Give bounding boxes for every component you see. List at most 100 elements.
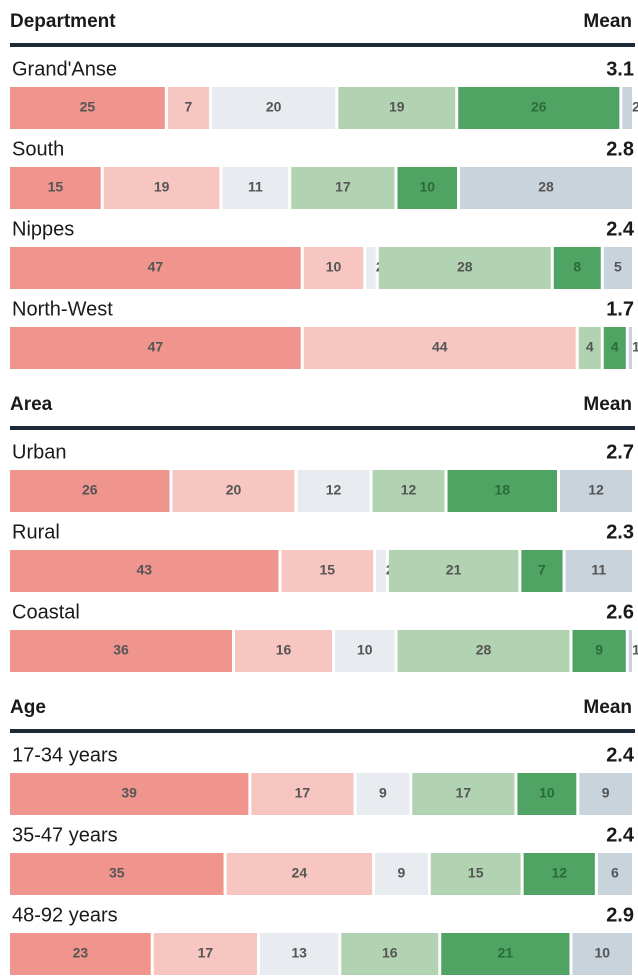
- segment-label: 2: [632, 99, 638, 115]
- bar-segment: [628, 630, 632, 672]
- segment-label: 16: [276, 642, 292, 658]
- bar-segment: [260, 933, 339, 975]
- bar-segment: [622, 87, 632, 129]
- section-rule: [10, 426, 635, 430]
- bar-segment: [291, 167, 395, 209]
- row-mean: 2.7: [606, 441, 634, 463]
- segment-label: 35: [109, 865, 125, 881]
- segment-label: 9: [602, 785, 610, 801]
- segment-label: 7: [185, 99, 193, 115]
- row-mean: 2.8: [606, 138, 634, 160]
- bar-segment: [560, 470, 632, 512]
- section-rule: [10, 43, 635, 47]
- bar-segment: [226, 853, 373, 895]
- segment-label: 12: [588, 482, 604, 498]
- bar-segment: [235, 630, 332, 672]
- bar-segment: [297, 470, 370, 512]
- row-label: 48-92 years: [12, 904, 118, 926]
- segment-label: 15: [48, 179, 64, 195]
- segment-label: 9: [379, 785, 387, 801]
- bar-segment: [578, 327, 601, 369]
- row-label: South: [12, 138, 64, 160]
- segment-label: 4: [611, 339, 619, 355]
- bar-segment: [10, 773, 249, 815]
- bar-segment: [10, 853, 224, 895]
- segment-label: 36: [113, 642, 129, 658]
- segment-label: 10: [594, 945, 610, 961]
- segment-label: 17: [335, 179, 351, 195]
- bar-segment: [388, 550, 519, 592]
- segment-label: 28: [476, 642, 492, 658]
- row-label: 35-47 years: [12, 824, 118, 846]
- bar-segment: [167, 87, 210, 129]
- bar-segment: [458, 87, 620, 129]
- bar-segment: [303, 247, 364, 289]
- section-title: Department: [10, 11, 116, 32]
- segment-label: 16: [382, 945, 398, 961]
- segment-label: 5: [614, 259, 622, 275]
- bar-segment: [335, 630, 395, 672]
- bar-segment: [10, 247, 301, 289]
- bar-segment: [153, 933, 257, 975]
- bar-segment: [251, 773, 354, 815]
- row-mean: 3.1: [606, 58, 634, 80]
- bar-segment: [338, 87, 456, 129]
- segment-label: 4: [586, 339, 594, 355]
- row-label: 17-34 years: [12, 744, 118, 766]
- bar-segment: [212, 87, 336, 129]
- bar-segment: [10, 550, 279, 592]
- segment-label: 17: [456, 785, 472, 801]
- row-mean: 2.4: [606, 824, 635, 846]
- bar-segment: [10, 933, 151, 975]
- segment-label: 39: [121, 785, 137, 801]
- segment-label: 1: [632, 339, 638, 355]
- bar-segment: [565, 550, 632, 592]
- bar-segment: [430, 853, 521, 895]
- bar-segment: [10, 470, 170, 512]
- bar-segment: [366, 247, 376, 289]
- segment-label: 47: [148, 259, 164, 275]
- segment-label: 10: [539, 785, 555, 801]
- mean-header: Mean: [583, 11, 632, 32]
- segment-label: 15: [320, 562, 336, 578]
- segment-label: 20: [266, 99, 282, 115]
- bar-segment: [10, 167, 101, 209]
- segment-label: 43: [136, 562, 152, 578]
- segment-label: 20: [226, 482, 242, 498]
- bar-segment: [517, 773, 577, 815]
- segment-label: 23: [73, 945, 89, 961]
- bar-segment: [397, 167, 457, 209]
- segment-label: 9: [398, 865, 406, 881]
- segment-label: 18: [494, 482, 510, 498]
- row-label: Rural: [12, 521, 60, 543]
- bar-segment: [460, 167, 632, 209]
- bar-segment: [441, 933, 570, 975]
- segment-label: 47: [148, 339, 164, 355]
- bar-segment: [375, 853, 428, 895]
- segment-label: 15: [468, 865, 484, 881]
- segment-label: 12: [401, 482, 417, 498]
- section-rule: [10, 729, 635, 733]
- bar-segment: [603, 327, 626, 369]
- bar-segment: [376, 550, 386, 592]
- segment-label: 12: [326, 482, 342, 498]
- bar-segment: [378, 247, 551, 289]
- row-label: North-West: [12, 298, 113, 320]
- segment-label: 25: [80, 99, 96, 115]
- bar-segment: [412, 773, 515, 815]
- row-label: Nippes: [12, 218, 74, 240]
- segment-label: 17: [295, 785, 311, 801]
- segment-label: 19: [389, 99, 405, 115]
- segment-label: 12: [551, 865, 567, 881]
- row-mean: 1.7: [606, 298, 634, 320]
- segment-label: 8: [573, 259, 581, 275]
- segment-label: 6: [611, 865, 619, 881]
- segment-label: 10: [419, 179, 435, 195]
- row-mean: 2.4: [606, 218, 635, 240]
- segment-label: 24: [292, 865, 308, 881]
- row-label: Grand'Anse: [12, 58, 117, 80]
- row-label: Urban: [12, 441, 66, 463]
- segment-label: 1: [632, 642, 638, 658]
- bar-segment: [579, 773, 632, 815]
- bar-segment: [523, 853, 595, 895]
